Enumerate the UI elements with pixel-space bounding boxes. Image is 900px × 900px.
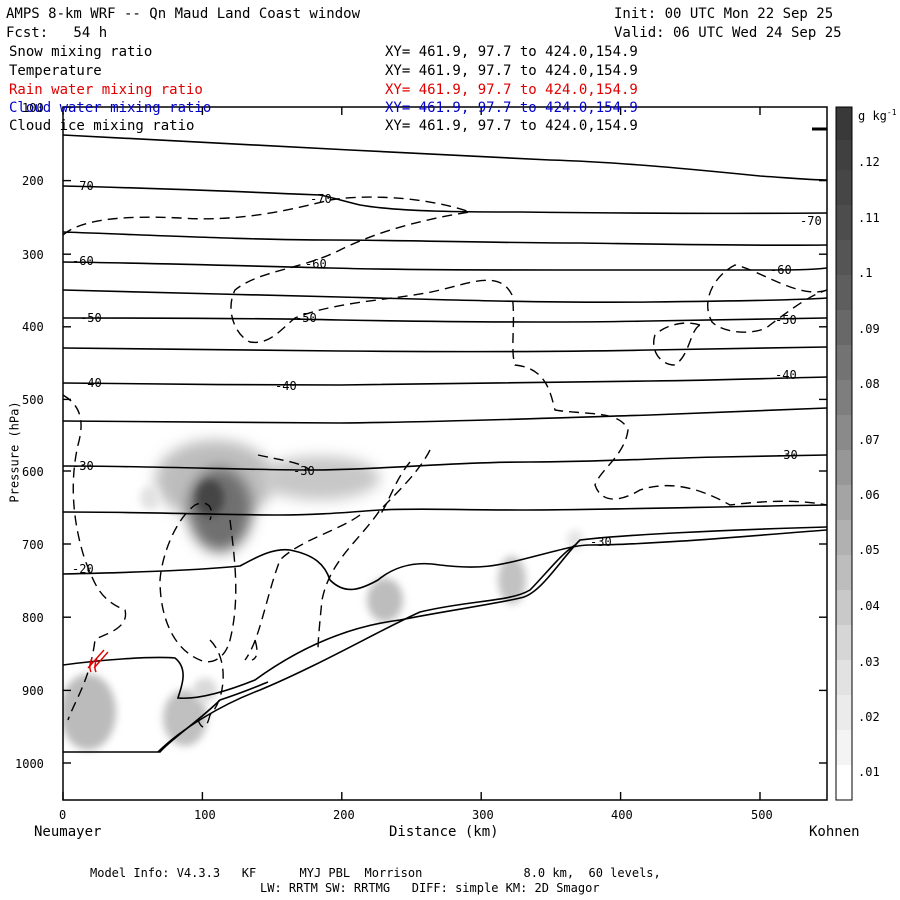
x-tick-label: 500	[751, 808, 773, 822]
field-xy-cloud-ice: XY= 461.9, 97.7 to 424.0,154.9	[385, 118, 638, 134]
y-tick-label: 1000	[15, 757, 44, 771]
colorbar-unit: g kg-1	[858, 108, 897, 123]
chart-title: AMPS 8-km WRF -- Qn Maud Land Coast wind…	[6, 6, 361, 22]
temperature-contour-labels: -70 -70 -70 -60 -60 -60 -50 -50 -50 -40 …	[72, 179, 822, 576]
colorbar-label: .02	[858, 710, 880, 724]
x-tick-label: 0	[59, 808, 67, 822]
field-xy-cloud-water: XY= 461.9, 97.7 to 424.0,154.9	[385, 100, 638, 116]
contour-label: -30	[293, 464, 315, 478]
contour-label: -20	[72, 562, 94, 576]
x-tick-label: 200	[333, 808, 355, 822]
field-xy-snow: XY= 461.9, 97.7 to 424.0,154.9	[385, 44, 638, 60]
field-name-temperature: Temperature	[9, 63, 102, 79]
y-tick-label: 200	[22, 174, 44, 188]
colorbar-label: .12	[858, 155, 880, 169]
colorbar-label: .04	[858, 599, 880, 613]
contour-label: -40	[80, 376, 102, 390]
y-tick-label: 100	[22, 101, 44, 115]
snow-mixing-ratio-shading	[63, 440, 583, 750]
model-info-line1: Model Info: V4.3.3 KF MYJ PBL Morrison 8…	[90, 866, 661, 880]
field-xy-temperature: XY= 461.9, 97.7 to 424.0,154.9	[385, 63, 638, 79]
y-tick-label: 500	[22, 393, 44, 407]
contour-label: -50	[80, 311, 102, 325]
colorbar-label: .05	[858, 543, 880, 557]
colorbar-label: .1	[858, 266, 873, 280]
x-axis-ticks	[62, 107, 761, 800]
colorbar-label: .03	[858, 655, 880, 669]
end-location-label: Kohnen	[809, 824, 860, 840]
field-name-cloud-ice: Cloud ice mixing ratio	[9, 118, 195, 134]
field-name-cloud-water: Cloud water mixing ratio	[9, 100, 212, 116]
y-tick-label: 600	[22, 465, 44, 479]
contour-label: -40	[275, 379, 297, 393]
contour-label: -50	[775, 313, 797, 327]
x-axis-label: Distance (km)	[389, 824, 499, 840]
forecast-hour: Fcst: 54 h	[6, 25, 108, 41]
contour-label: -70	[800, 214, 822, 228]
init-time: Init: 00 UTC Mon 22 Sep 25	[614, 6, 834, 22]
plot-frame	[62, 106, 828, 801]
colorbar-label: .07	[858, 433, 880, 447]
y-tick-label: 900	[22, 684, 44, 698]
colorbar-label: .06	[858, 488, 880, 502]
contour-label: -50	[295, 311, 317, 325]
colorbar-label: .08	[858, 377, 880, 391]
contour-label: -30	[590, 535, 612, 549]
y-tick-label: 800	[22, 611, 44, 625]
colorbar-label: .11	[858, 211, 880, 225]
contour-label: -60	[305, 257, 327, 271]
colorbar-label: .09	[858, 322, 880, 336]
colorbar-label: .01	[858, 765, 880, 779]
valid-time: Valid: 06 UTC Wed 24 Sep 25	[614, 25, 842, 41]
y-axis-label: Pressure (hPa)	[7, 401, 22, 503]
contour-label: -60	[770, 263, 792, 277]
terrain-profile	[157, 544, 576, 753]
y-tick-label: 700	[22, 538, 44, 552]
y-tick-label: 400	[22, 320, 44, 334]
rain-water-mark	[87, 649, 109, 673]
field-name-rain: Rain water mixing ratio	[9, 82, 203, 98]
contour-label: -60	[72, 254, 94, 268]
contour-label: -70	[310, 192, 332, 206]
colorbar	[835, 106, 853, 801]
contour-label: -70	[72, 179, 94, 193]
contour-label: -30	[72, 459, 94, 473]
x-tick-label: 100	[194, 808, 216, 822]
contour-label: -40	[775, 368, 797, 382]
x-tick-label: 300	[472, 808, 494, 822]
start-location-label: Neumayer	[34, 824, 102, 840]
y-axis-ticks	[63, 106, 827, 764]
temperature-contours	[63, 134, 827, 753]
model-info-line2: LW: RRTM SW: RRTMG DIFF: simple KM: 2D S…	[260, 881, 600, 895]
field-xy-rain: XY= 461.9, 97.7 to 424.0,154.9	[385, 82, 638, 98]
y-tick-label: 300	[22, 248, 44, 262]
x-tick-label: 400	[611, 808, 633, 822]
field-name-snow: Snow mixing ratio	[9, 44, 153, 60]
contour-label: -30	[776, 448, 798, 462]
